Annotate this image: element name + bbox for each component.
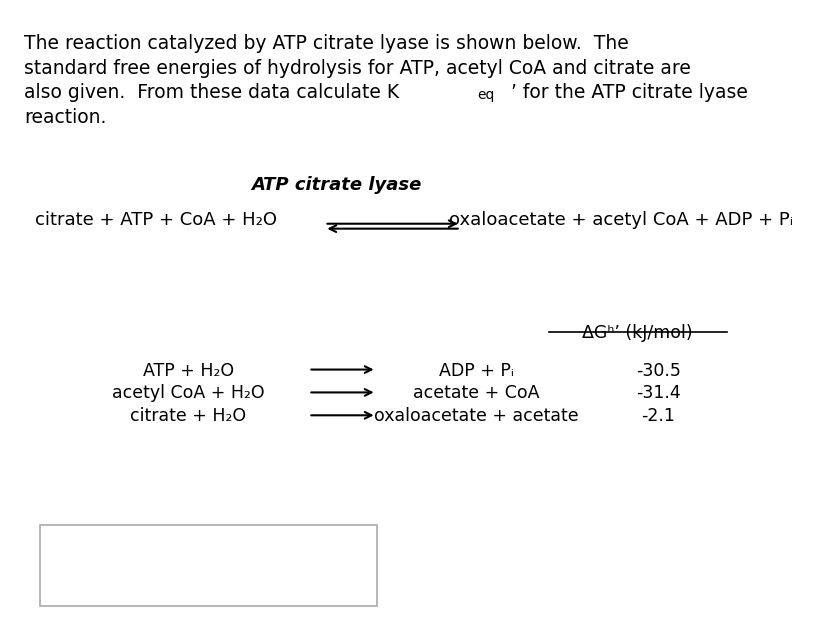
Text: acetate + CoA: acetate + CoA (413, 384, 540, 402)
Text: citrate + ATP + CoA + H₂O: citrate + ATP + CoA + H₂O (35, 211, 277, 229)
Text: -2.1: -2.1 (642, 407, 675, 425)
Text: oxaloacetate + acetyl CoA + ADP + Pᵢ: oxaloacetate + acetyl CoA + ADP + Pᵢ (449, 211, 793, 229)
Text: ATP citrate lyase: ATP citrate lyase (251, 176, 422, 194)
Text: The reaction catalyzed by ATP citrate lyase is shown below.  The: The reaction catalyzed by ATP citrate ly… (24, 34, 628, 53)
Text: oxaloacetate + acetate: oxaloacetate + acetate (375, 407, 579, 425)
Text: standard free energies of hydrolysis for ATP, acetyl CoA and citrate are: standard free energies of hydrolysis for… (24, 59, 691, 78)
Text: acetyl CoA + H₂O: acetyl CoA + H₂O (112, 384, 265, 402)
Text: ΔGʰ’ (kJ/mol): ΔGʰ’ (kJ/mol) (582, 324, 692, 342)
Text: reaction.: reaction. (24, 108, 106, 127)
Text: ’ for the ATP citrate lyase: ’ for the ATP citrate lyase (511, 83, 748, 103)
Text: ADP + Pᵢ: ADP + Pᵢ (439, 362, 515, 379)
FancyBboxPatch shape (40, 525, 376, 606)
Text: citrate + H₂O: citrate + H₂O (130, 407, 246, 425)
Text: eq: eq (478, 88, 494, 103)
Text: ATP + H₂O: ATP + H₂O (142, 362, 234, 379)
Text: also given.  From these data calculate K: also given. From these data calculate K (24, 83, 399, 103)
Text: -31.4: -31.4 (636, 384, 680, 402)
Text: -30.5: -30.5 (636, 362, 681, 379)
